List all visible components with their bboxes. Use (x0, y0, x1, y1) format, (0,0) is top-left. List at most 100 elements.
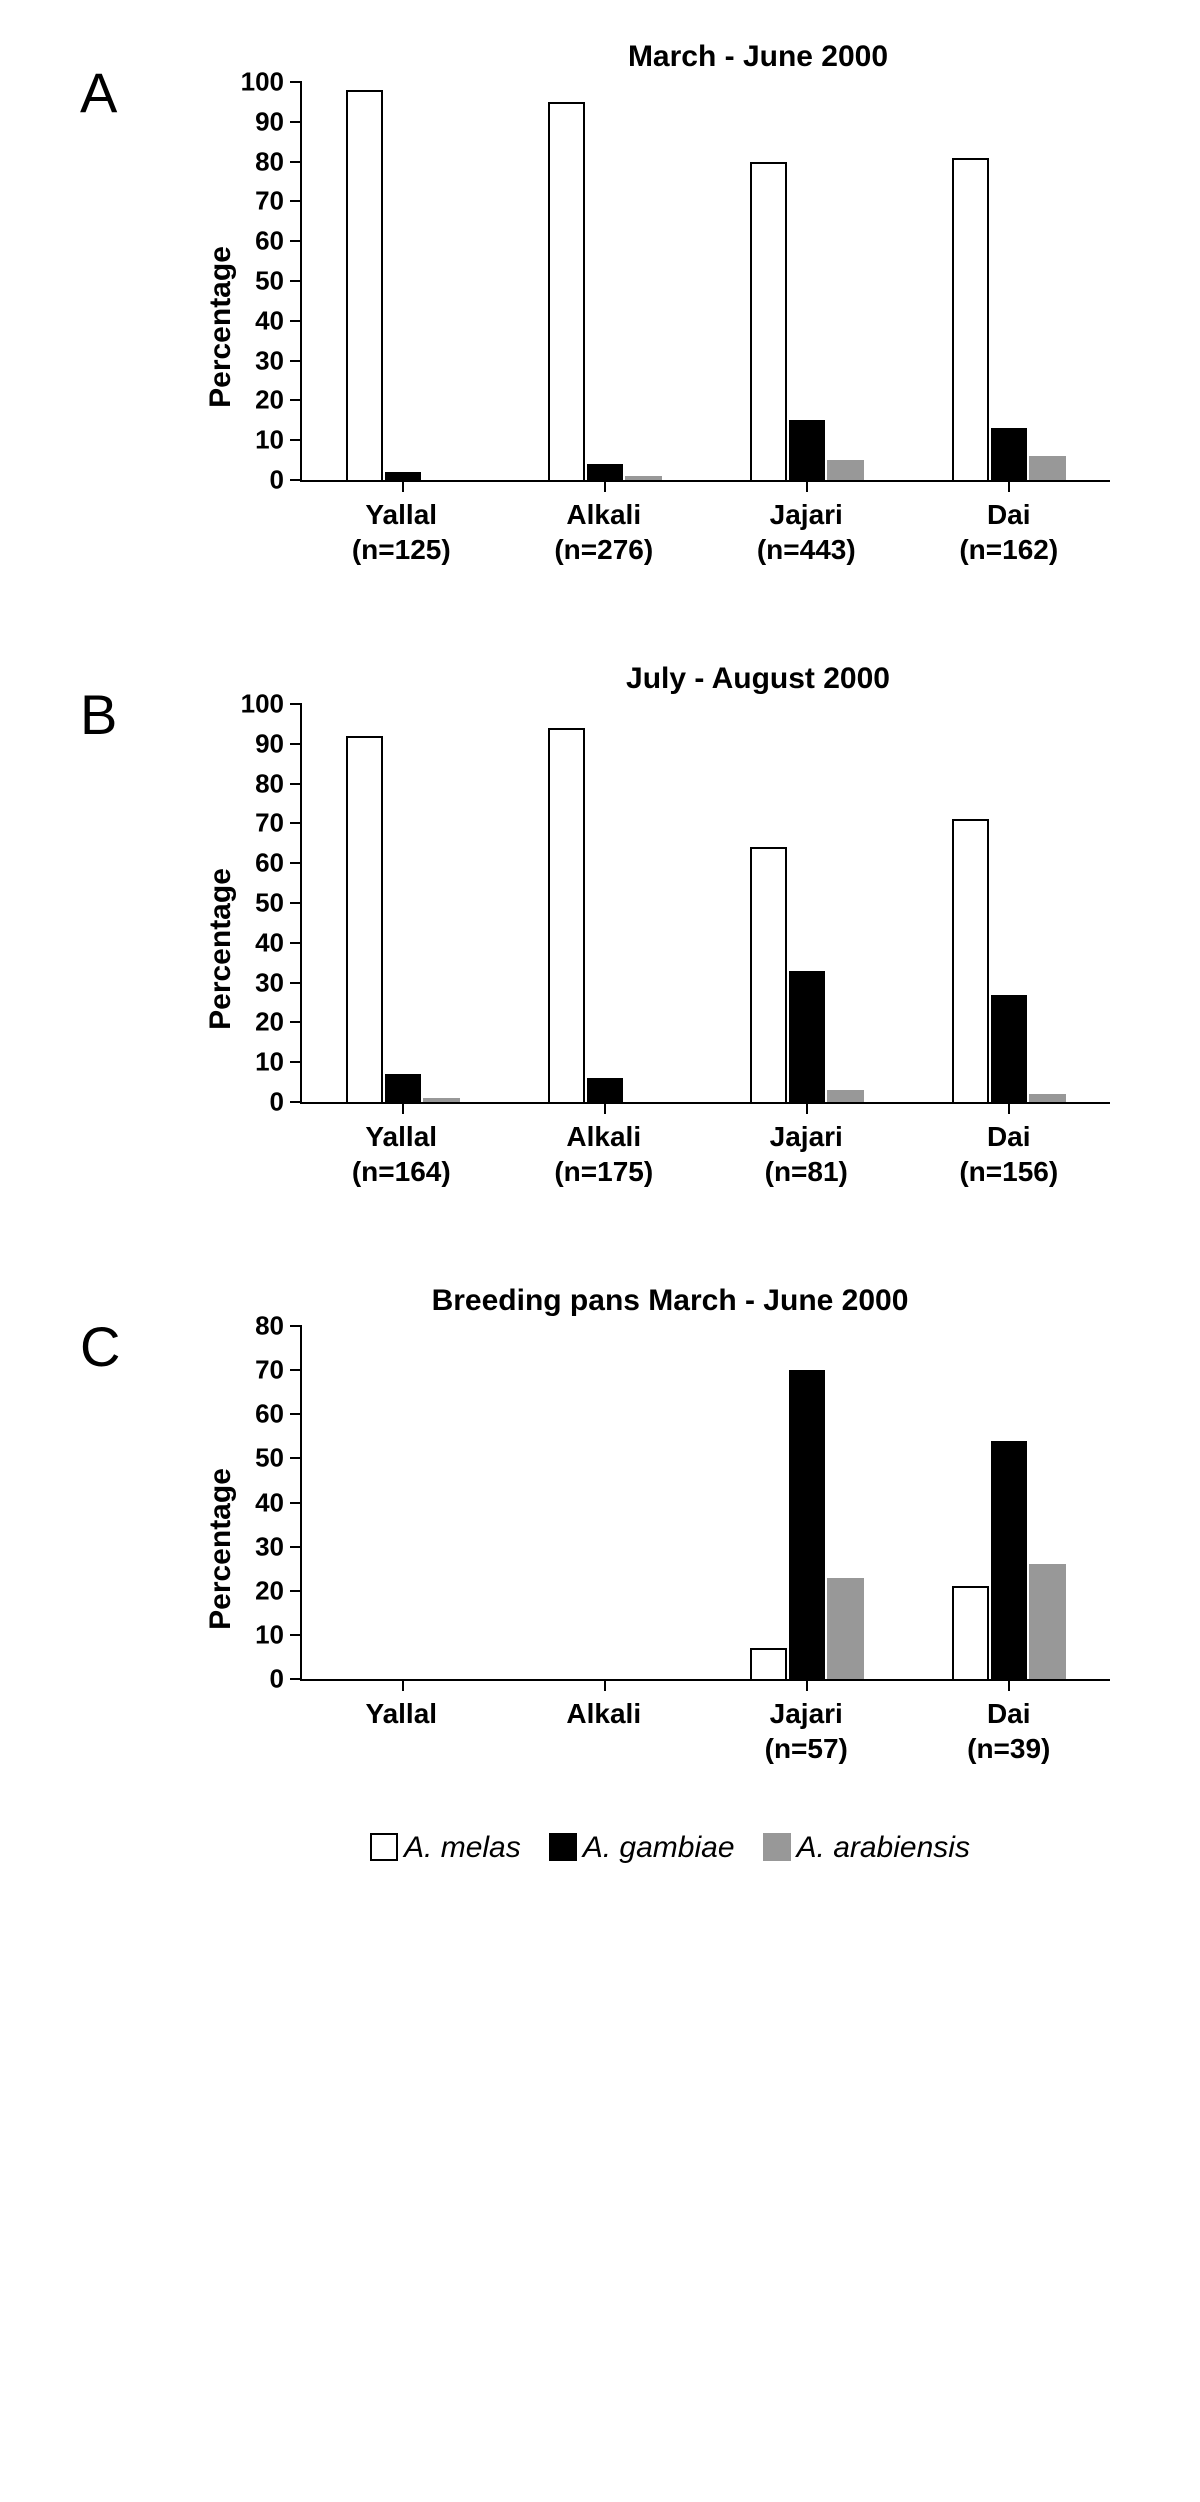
bar-arabiensis (1029, 1094, 1065, 1102)
y-tick (290, 280, 302, 282)
y-tick (290, 121, 302, 123)
x-label-name: Dai (959, 1119, 1058, 1154)
y-tick (290, 902, 302, 904)
x-label-n: (n=443) (757, 532, 856, 567)
y-tick (290, 1634, 302, 1636)
y-tick-label: 0 (270, 1664, 284, 1695)
y-axis-label: Percentage (204, 868, 238, 1030)
x-label-name: Alkali (566, 1696, 641, 1731)
y-tick-label: 80 (255, 1311, 284, 1342)
x-label-n: (n=175) (554, 1154, 653, 1189)
y-tick (290, 862, 302, 864)
panel-C: C Breeding pans March - June 2000 Percenta… (60, 1284, 1140, 1771)
panel-label: C (80, 1314, 120, 1379)
y-tick-label: 20 (255, 1007, 284, 1038)
bar-gambiae (587, 1078, 623, 1102)
y-tick-label: 20 (255, 385, 284, 416)
y-tick (290, 1457, 302, 1459)
y-tick (290, 703, 302, 705)
panel-label: B (80, 682, 117, 747)
legend: A. melasA. gambiaeA. arabiensis (230, 1831, 1110, 1865)
y-tick-label: 20 (255, 1575, 284, 1606)
bar-arabiensis (423, 1098, 459, 1102)
y-tick (290, 783, 302, 785)
panel-B: BJuly - August 2000Percentage01020304050… (60, 662, 1140, 1194)
legend-item: A. melas (370, 1831, 521, 1865)
y-axis-label: Percentage (204, 246, 238, 408)
y-tick (290, 1590, 302, 1592)
y-tick-label: 60 (255, 848, 284, 879)
plot-area: 0102030405060708090100 (300, 82, 1110, 482)
y-tick-label: 0 (270, 465, 284, 496)
legend-label: A. gambiae (583, 1831, 735, 1864)
y-tick-label: 30 (255, 1531, 284, 1562)
y-tick-label: 30 (255, 345, 284, 376)
bar-melas (346, 90, 382, 480)
x-label-name: Jajari (765, 1696, 848, 1731)
y-tick-label: 50 (255, 1443, 284, 1474)
y-tick-label: 40 (255, 927, 284, 958)
x-label-n: (n=125) (352, 532, 451, 567)
bar-arabiensis (827, 460, 863, 480)
x-label-n: (n=162) (959, 532, 1058, 567)
y-tick (290, 1678, 302, 1680)
x-labels: Yallal Alkali Jajari(n=57) Dai(n=39) (300, 1686, 1110, 1771)
bar-melas (750, 162, 786, 480)
chart-title: March - June 2000 (318, 40, 1198, 74)
bar-gambiae (587, 464, 623, 480)
x-label: Yallal(n=125) (352, 497, 451, 567)
panel-label: A (80, 60, 117, 125)
y-tick (290, 822, 302, 824)
y-tick (290, 360, 302, 362)
y-tick-label: 50 (255, 266, 284, 297)
bar-gambiae (789, 971, 825, 1102)
x-label: Jajari(n=57) (765, 1696, 848, 1766)
x-label-n: (n=57) (765, 1731, 848, 1766)
y-tick (290, 1101, 302, 1103)
y-tick-label: 40 (255, 305, 284, 336)
y-tick (290, 942, 302, 944)
x-label-name: Dai (959, 497, 1058, 532)
chart: Percentage0102030405060708090100Yallal(n… (230, 82, 1110, 572)
y-tick (290, 1325, 302, 1327)
bar-gambiae (991, 995, 1027, 1102)
x-label: Jajari(n=443) (757, 497, 856, 567)
legend-swatch (370, 1833, 398, 1861)
y-tick (290, 1502, 302, 1504)
bar-gambiae (991, 428, 1027, 480)
legend-swatch (549, 1833, 577, 1861)
x-labels: Yallal(n=164)Alkali(n=175)Jajari(n=81)Da… (300, 1109, 1110, 1194)
y-tick (290, 399, 302, 401)
chart-title: Breeding pans March - June 2000 (230, 1284, 1110, 1318)
y-axis-label: Percentage (204, 1468, 238, 1630)
y-tick (290, 1061, 302, 1063)
y-tick (290, 81, 302, 83)
bar-melas (548, 728, 584, 1102)
chart-wrap: March - June 2000Percentage0102030405060… (230, 40, 1110, 572)
y-tick-label: 70 (255, 808, 284, 839)
y-tick-label: 100 (241, 689, 284, 720)
y-tick-label: 30 (255, 967, 284, 998)
y-tick-label: 40 (255, 1487, 284, 1518)
bar-gambiae (385, 472, 421, 480)
chart: Percentage01020304050607080YallalAlkaliJ… (230, 1326, 1110, 1771)
y-tick (290, 743, 302, 745)
x-label-n: (n=164) (352, 1154, 451, 1189)
y-tick-label: 10 (255, 1619, 284, 1650)
x-label-name: Yallal (365, 1696, 437, 1731)
y-tick (290, 1413, 302, 1415)
y-tick (290, 1546, 302, 1548)
y-tick (290, 161, 302, 163)
bar-melas (952, 819, 988, 1102)
x-label: Dai(n=39) (967, 1696, 1050, 1766)
x-label: Yallal (365, 1696, 437, 1731)
x-label: Alkali(n=175) (554, 1119, 653, 1189)
bar-arabiensis (1029, 1564, 1065, 1679)
legend-swatch (763, 1833, 791, 1861)
bar-arabiensis (625, 476, 661, 480)
chart-title: July - August 2000 (318, 662, 1198, 696)
y-tick-label: 0 (270, 1087, 284, 1118)
x-label-name: Jajari (765, 1119, 848, 1154)
bar-gambiae (385, 1074, 421, 1102)
bar-melas (346, 736, 382, 1102)
